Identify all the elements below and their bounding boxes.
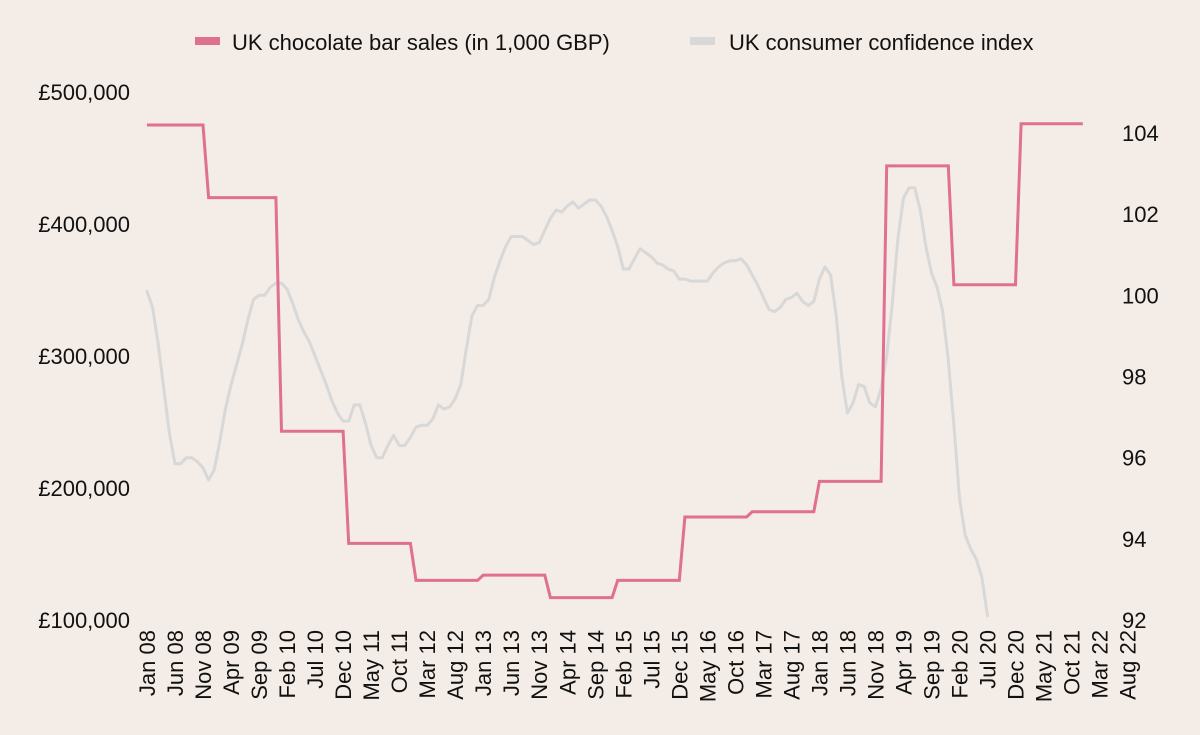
x-tick-label: Feb 20 xyxy=(948,630,973,699)
x-tick-label: Mar 17 xyxy=(751,630,776,698)
x-tick-label: Feb 10 xyxy=(275,630,300,699)
x-tick-label: Aug 12 xyxy=(443,630,468,700)
x-tick-label: Jun 13 xyxy=(499,630,524,696)
x-tick-label: Dec 15 xyxy=(667,630,692,700)
x-tick-label: Feb 15 xyxy=(611,630,636,699)
x-tick-label: Mar 22 xyxy=(1088,630,1113,698)
x-tick-label: Nov 13 xyxy=(527,630,552,700)
x-tick-label: Oct 21 xyxy=(1060,630,1085,695)
x-tick-label: May 16 xyxy=(695,630,720,702)
right-y-tick-label: 92 xyxy=(1122,608,1146,633)
left-y-tick-label: £400,000 xyxy=(38,212,130,237)
left-y-tick-label: £200,000 xyxy=(38,476,130,501)
x-tick-label: Apr 09 xyxy=(219,630,244,695)
legend-swatch-consumer-confidence[interactable] xyxy=(690,37,715,45)
right-y-tick-label: 102 xyxy=(1122,202,1159,227)
right-y-tick-label: 96 xyxy=(1122,446,1146,471)
x-tick-label: May 11 xyxy=(359,630,384,701)
legend-label-chocolate-sales[interactable]: UK chocolate bar sales (in 1,000 GBP) xyxy=(232,30,610,55)
x-tick-label: Nov 08 xyxy=(191,630,216,700)
legend-swatch-chocolate-sales[interactable] xyxy=(195,37,220,45)
left-y-tick-label: £100,000 xyxy=(38,608,130,633)
x-tick-label: Aug 17 xyxy=(779,630,804,700)
right-y-tick-label: 98 xyxy=(1122,365,1146,390)
x-tick-label: Oct 16 xyxy=(723,630,748,695)
x-tick-label: Nov 18 xyxy=(863,630,888,700)
x-tick-label: Apr 14 xyxy=(555,630,580,695)
series-line-chocolate-sales xyxy=(147,122,1083,600)
x-tick-label: Apr 19 xyxy=(891,630,916,695)
legend-label-consumer-confidence[interactable]: UK consumer confidence index xyxy=(729,30,1034,55)
x-tick-label: Jul 10 xyxy=(303,630,328,689)
x-tick-label: Jul 20 xyxy=(976,630,1001,689)
x-tick-label: Sep 19 xyxy=(919,630,944,700)
x-tick-label: Oct 11 xyxy=(387,630,412,693)
x-tick-label: Aug 22 xyxy=(1116,630,1141,700)
x-tick-label: Dec 20 xyxy=(1004,630,1029,700)
right-y-tick-label: 94 xyxy=(1122,527,1146,552)
x-tick-label: Jan 13 xyxy=(471,630,496,696)
right-y-tick-label: 104 xyxy=(1122,121,1159,146)
x-tick-label: Jun 08 xyxy=(163,630,188,696)
legend: UK chocolate bar sales (in 1,000 GBP) UK… xyxy=(195,30,1034,55)
x-tick-label: Sep 09 xyxy=(247,630,272,700)
left-y-tick-label: £300,000 xyxy=(38,344,130,369)
left-y-axis-ticks: £100,000 £200,000 £300,000 £400,000 £500,000 xyxy=(38,80,130,633)
x-tick-label: Jan 08 xyxy=(135,630,160,696)
x-tick-label: Mar 12 xyxy=(415,630,440,698)
x-tick-label: Jan 18 xyxy=(807,630,832,696)
x-tick-label: Jul 15 xyxy=(639,630,664,689)
x-tick-label: Jun 18 xyxy=(835,630,860,696)
left-y-tick-label: £500,000 xyxy=(38,80,130,105)
series-line-consumer-confidence xyxy=(145,186,989,618)
x-tick-label: Dec 10 xyxy=(331,630,356,700)
right-y-tick-label: 100 xyxy=(1122,283,1159,308)
x-tick-label: Sep 14 xyxy=(583,630,608,700)
x-tick-label: May 21 xyxy=(1032,630,1057,702)
x-axis-ticks: Jan 08 Jun 08 Nov 08 Apr 09 Sep 09 Feb 10 Jul … xyxy=(135,630,1141,702)
right-y-axis-ticks: 92 94 96 98 100 102 104 xyxy=(1122,121,1159,633)
